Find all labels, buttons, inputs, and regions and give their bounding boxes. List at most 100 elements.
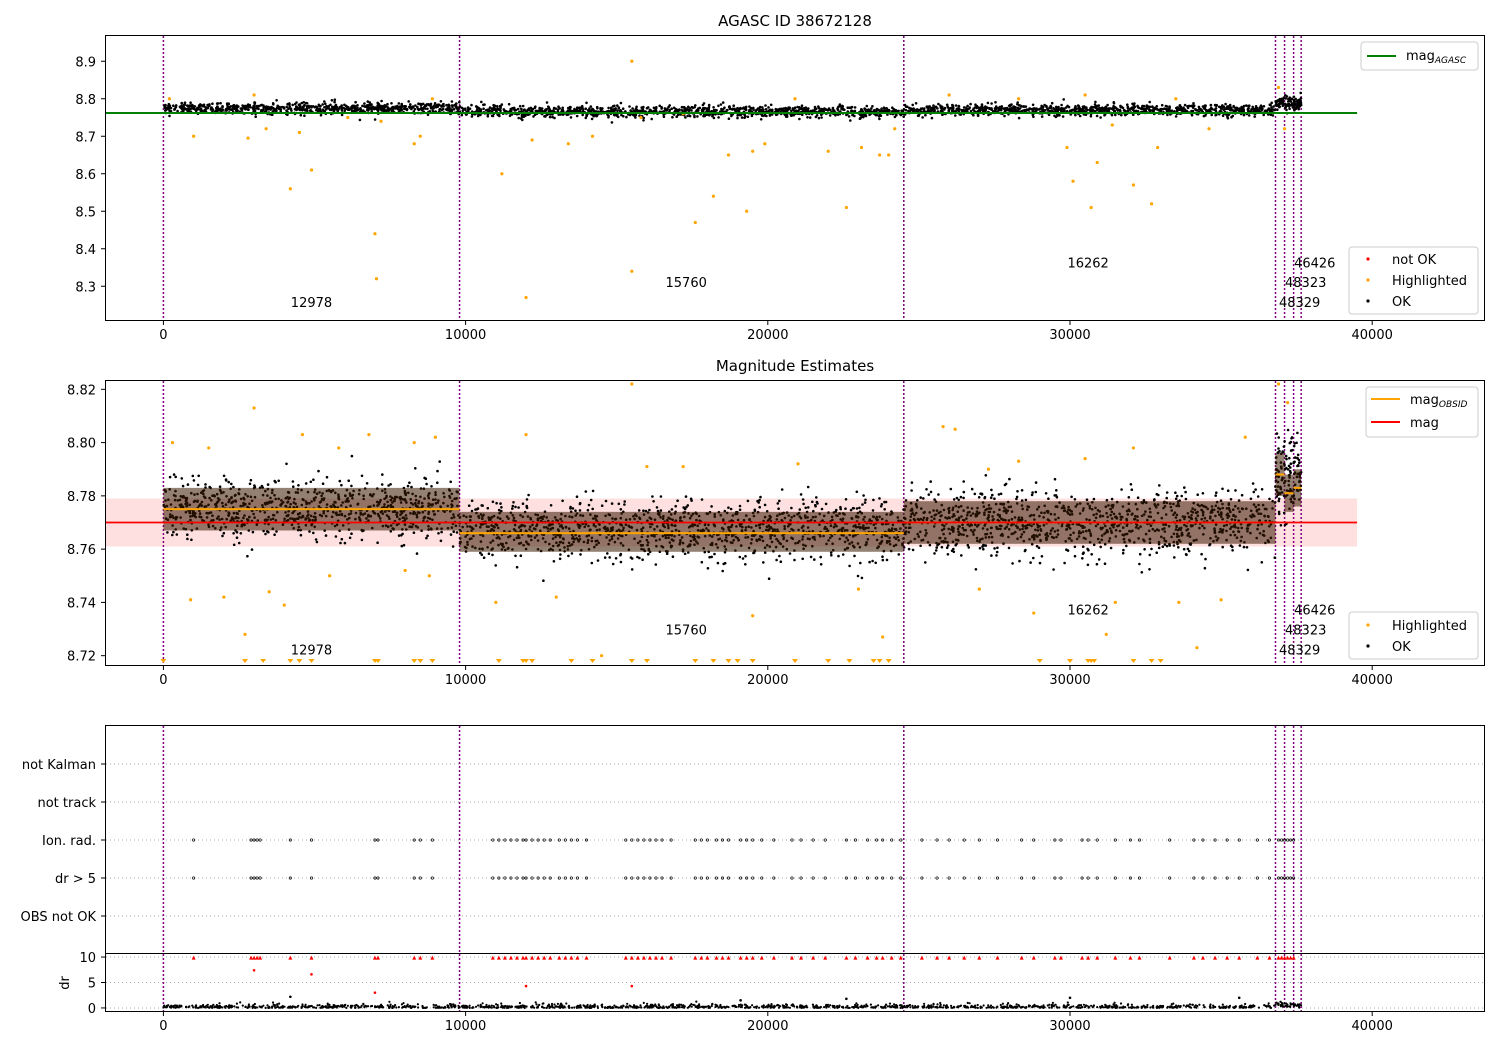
ok-point (617, 116, 620, 119)
ok-point (1230, 116, 1233, 119)
ok-point (622, 107, 625, 110)
ok-point (1247, 105, 1250, 108)
ok-point (500, 506, 503, 509)
ok-point (641, 558, 644, 561)
ok-point (674, 108, 677, 111)
ok-point (467, 107, 470, 110)
ok-point (240, 532, 243, 535)
ok-point (819, 556, 822, 559)
ok-point (721, 570, 724, 573)
ok-point (829, 114, 832, 117)
highlighted-point (431, 97, 434, 100)
ok-point (722, 101, 725, 104)
ok-point (571, 552, 574, 555)
ok-point (219, 485, 222, 488)
ok-point (440, 100, 443, 103)
highlighted-point (168, 97, 171, 100)
ok-point (359, 119, 362, 122)
ok-point (752, 108, 755, 111)
ok-point (391, 109, 394, 112)
ok-point (232, 532, 235, 535)
ok-point (1074, 105, 1077, 108)
ok-point (1096, 115, 1099, 118)
ok-point (672, 555, 675, 558)
highlighted-point (1277, 86, 1280, 89)
ok-point (635, 106, 638, 109)
ok-point (761, 114, 764, 117)
ok-point (948, 110, 951, 113)
highlighted-point (289, 187, 292, 190)
highlighted-point (373, 232, 376, 235)
ok-point (192, 475, 195, 478)
ok-point (303, 108, 306, 111)
ok-point (1086, 108, 1089, 111)
highlighted-point (1207, 127, 1210, 130)
ok-point (859, 117, 862, 120)
ok-point (760, 118, 763, 121)
ok-point (916, 108, 919, 111)
ok-point (322, 482, 325, 485)
ok-point (939, 104, 942, 107)
ok-point (720, 108, 723, 111)
ok-point (514, 555, 517, 558)
ok-point (576, 115, 579, 118)
ok-point (312, 532, 315, 535)
ok-point (544, 115, 547, 118)
ok-point (809, 116, 812, 119)
x-tick-label: 30000 (1049, 328, 1090, 343)
ok-point (1210, 107, 1213, 110)
ok-point (608, 556, 611, 559)
ok-point (739, 505, 742, 508)
ok-point (994, 101, 997, 104)
ok-point (649, 109, 652, 112)
obsid-label: 48323 (1285, 276, 1326, 291)
ok-point (450, 533, 453, 536)
ok-point (739, 556, 742, 559)
ok-point (408, 481, 411, 484)
ok-point (171, 534, 174, 537)
ok-point (848, 565, 851, 568)
legend-marker-highlighted (1366, 278, 1369, 281)
ok-point (476, 108, 479, 111)
ok-point (268, 107, 271, 110)
ok-point (452, 530, 455, 533)
ok-point (325, 105, 328, 108)
ok-point (407, 485, 410, 488)
ok-point (488, 109, 491, 112)
ok-point (527, 109, 530, 112)
ok-point (320, 114, 323, 117)
ok-point (437, 532, 440, 535)
highlighted-point (419, 135, 422, 138)
ok-point (1156, 105, 1159, 108)
ok-point (1256, 107, 1259, 110)
ok-point (844, 507, 847, 510)
ok-point (344, 542, 347, 545)
ok-point (786, 109, 789, 112)
ok-point (955, 104, 958, 107)
ok-point (885, 110, 888, 113)
ok-point (291, 104, 294, 107)
ok-point (1016, 103, 1019, 106)
ok-point (172, 531, 175, 534)
ok-point (549, 116, 552, 119)
ok-point (196, 107, 199, 110)
ok-point (324, 103, 327, 106)
ok-point (620, 561, 623, 564)
ok-point (807, 486, 810, 489)
ok-point (1153, 107, 1156, 110)
ok-point (790, 110, 793, 113)
ok-point (752, 552, 755, 555)
ok-point (617, 107, 620, 110)
ok-point (499, 107, 502, 110)
ok-point (1276, 108, 1279, 111)
ok-point (236, 531, 239, 534)
y-tick-label: 8.5 (75, 205, 96, 220)
ok-point (438, 104, 441, 107)
ok-point (801, 558, 804, 561)
ok-point (818, 107, 821, 110)
ok-point (591, 562, 594, 565)
ok-point (225, 109, 228, 112)
ok-point (871, 560, 874, 563)
ok-point (606, 552, 609, 555)
